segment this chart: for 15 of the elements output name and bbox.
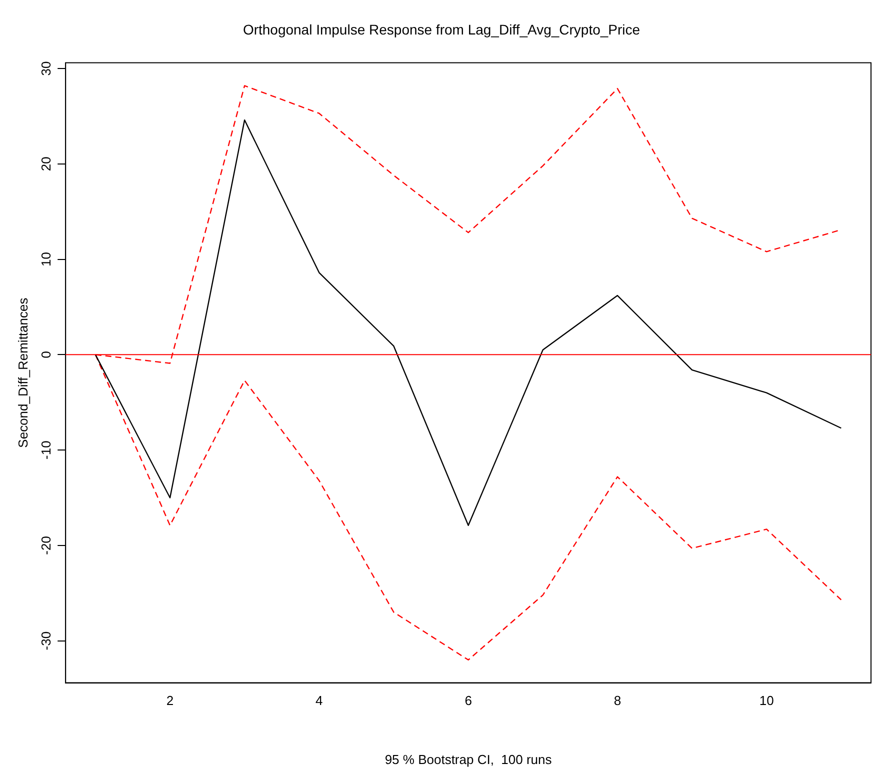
x-tick-label: 8 [614, 693, 622, 708]
chart-title: Orthogonal Impulse Response from Lag_Diff_Avg_Crypto_Price [242, 21, 640, 38]
y-tick-label: 10 [38, 252, 54, 267]
y-tick-label: 30 [38, 61, 54, 76]
x-tick-label: 4 [316, 693, 323, 708]
x-tick-label: 2 [166, 693, 174, 708]
y-tick-label: -10 [38, 440, 54, 460]
x-axis-title: 95 % Bootstrap CI, 100 runs [384, 752, 552, 767]
y-tick-label: 20 [38, 156, 54, 172]
y-tick-label: -30 [38, 631, 54, 650]
y-tick-label: 0 [38, 351, 54, 358]
x-tick-label: 6 [464, 693, 472, 708]
x-tick-label: 10 [759, 693, 774, 708]
y-axis-title: Second_Diff_Remittances [15, 297, 30, 448]
y-tick-label: -20 [38, 536, 54, 555]
